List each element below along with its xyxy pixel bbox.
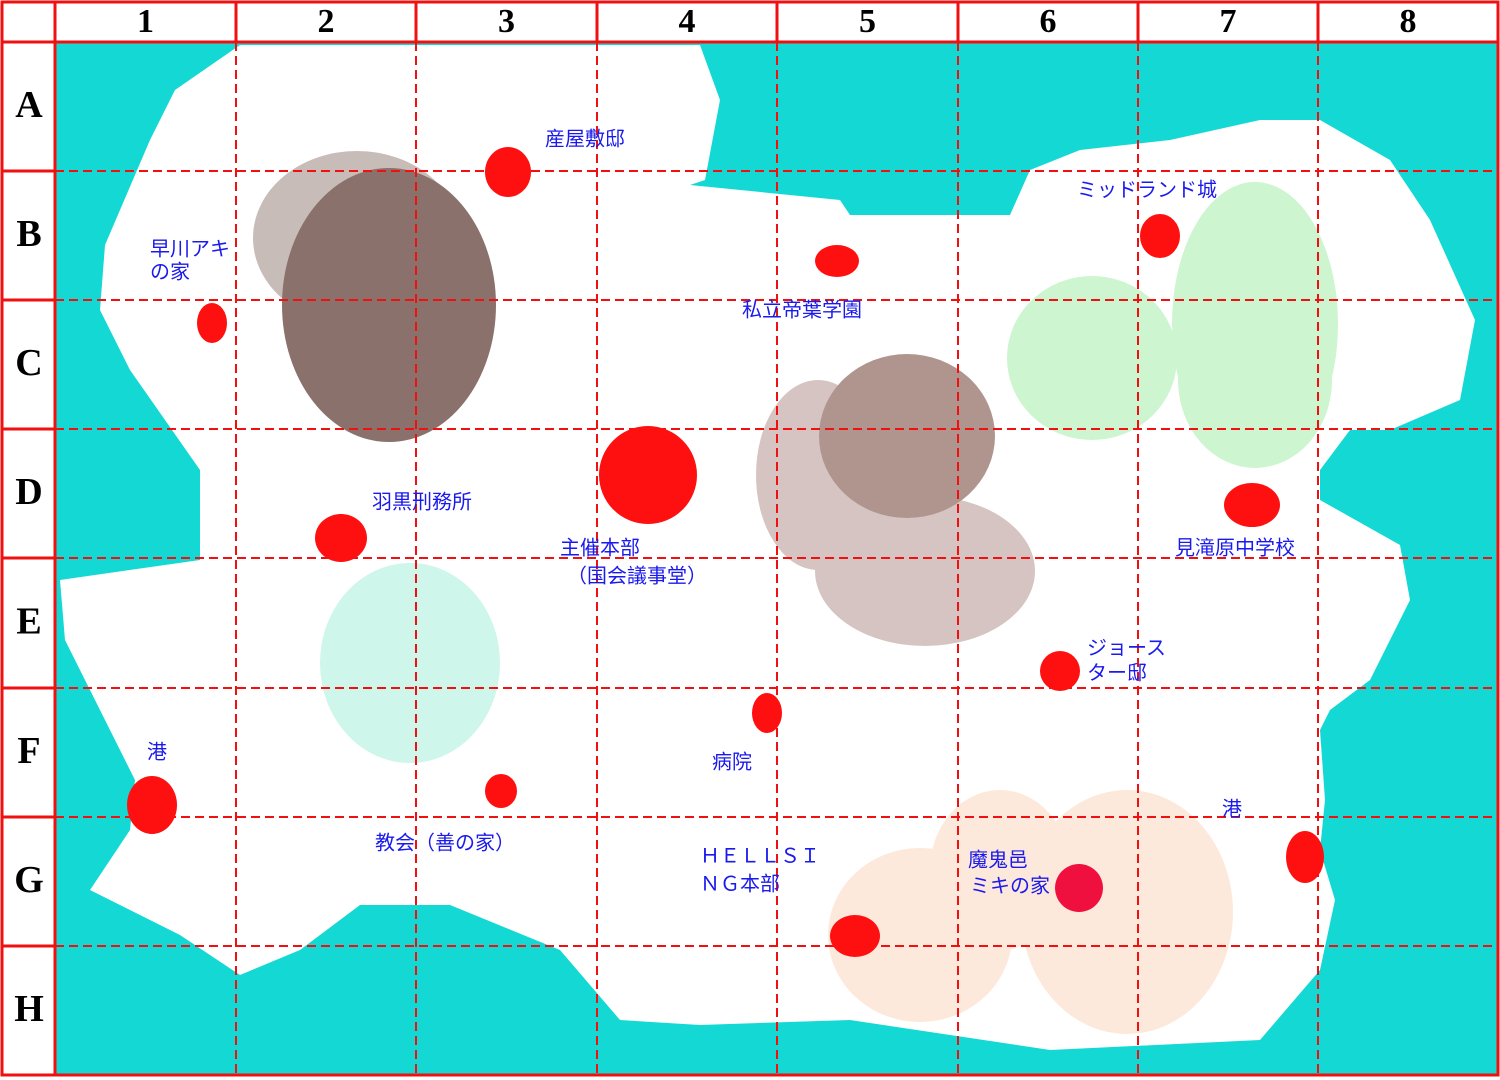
area bbox=[1178, 292, 1332, 468]
place-label: 早川アキ bbox=[150, 237, 230, 261]
place-label: 見滝原中学校 bbox=[1175, 536, 1295, 560]
column-label: 2 bbox=[318, 3, 335, 40]
place-label: 主催本部 bbox=[560, 536, 640, 560]
marker bbox=[1055, 864, 1103, 912]
marker bbox=[485, 147, 531, 197]
area bbox=[819, 354, 995, 518]
place-label: 教会（善の家） bbox=[375, 831, 515, 855]
marker bbox=[830, 915, 880, 957]
place-label: の家 bbox=[150, 260, 190, 284]
place-label: 魔鬼邑 bbox=[968, 848, 1028, 872]
markers bbox=[127, 147, 1324, 957]
row-label: D bbox=[15, 471, 42, 513]
column-label: 3 bbox=[498, 3, 515, 40]
place-label: 病院 bbox=[712, 750, 752, 774]
column-label: 8 bbox=[1400, 3, 1417, 40]
place-label: 羽黒刑務所 bbox=[372, 490, 472, 514]
marker bbox=[599, 426, 697, 524]
place-label: 私立帝葉学園 bbox=[742, 298, 862, 322]
column-label: 7 bbox=[1220, 3, 1237, 40]
marker bbox=[485, 774, 517, 808]
area bbox=[1007, 276, 1177, 440]
marker bbox=[1224, 483, 1280, 527]
place-label: ジョース bbox=[1087, 636, 1166, 660]
row-label: H bbox=[14, 988, 44, 1030]
place-label: ミッドランド城 bbox=[1077, 178, 1217, 202]
row-label: A bbox=[15, 84, 43, 126]
place-label: 港 bbox=[147, 740, 167, 764]
place-label: 港 bbox=[1222, 797, 1242, 821]
marker bbox=[197, 303, 227, 343]
row-label: G bbox=[14, 859, 44, 901]
marker bbox=[1040, 651, 1080, 691]
marker bbox=[752, 693, 782, 733]
column-label: 4 bbox=[679, 3, 696, 40]
column-label: 1 bbox=[137, 3, 154, 40]
areas bbox=[253, 151, 1338, 1034]
place-label: ＨＥＬＬＳＩ bbox=[700, 844, 820, 868]
corner bbox=[0, 0, 57, 44]
area bbox=[815, 496, 1035, 646]
area bbox=[1021, 790, 1233, 1034]
place-label: ミキの家 bbox=[970, 874, 1050, 898]
column-label: 6 bbox=[1040, 3, 1057, 40]
row-label: B bbox=[16, 213, 41, 255]
row-label: F bbox=[17, 730, 40, 772]
marker bbox=[1140, 214, 1180, 258]
place-label: ＮＧ本部 bbox=[700, 872, 780, 896]
area bbox=[282, 168, 496, 442]
marker bbox=[815, 245, 859, 277]
marker bbox=[127, 776, 177, 834]
row-label: C bbox=[15, 342, 42, 384]
area bbox=[320, 563, 500, 763]
marker bbox=[1286, 831, 1324, 883]
row-label: E bbox=[16, 601, 41, 643]
place-label: （国会議事堂） bbox=[567, 564, 707, 588]
place-label: ター邸 bbox=[1087, 661, 1147, 685]
column-label: 5 bbox=[859, 3, 876, 40]
place-label: 産屋敷邸 bbox=[545, 127, 625, 151]
marker bbox=[315, 514, 367, 562]
